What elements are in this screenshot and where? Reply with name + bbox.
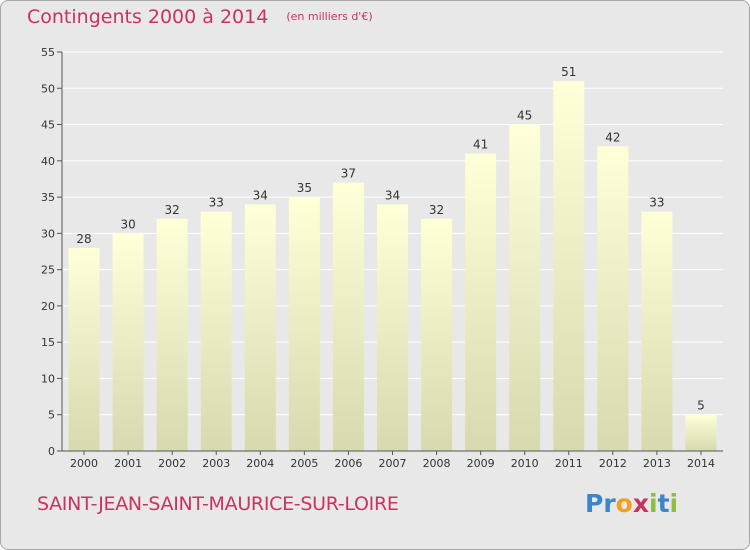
logo-letter: r xyxy=(603,489,616,518)
y-tick-label: 10 xyxy=(41,372,55,385)
x-tick-label: 2000 xyxy=(70,457,98,470)
data-label: 28 xyxy=(76,232,91,246)
data-label: 34 xyxy=(253,188,268,202)
x-tick-label: 2010 xyxy=(511,457,539,470)
y-tick-label: 55 xyxy=(41,46,55,59)
bar-2007[interactable] xyxy=(377,204,408,451)
y-tick-label: 35 xyxy=(41,191,55,204)
bar-2002[interactable] xyxy=(156,218,188,451)
x-tick-label: 2007 xyxy=(379,457,407,470)
y-tick-label: 50 xyxy=(41,82,55,95)
x-tick-label: 2011 xyxy=(555,457,583,470)
data-label: 51 xyxy=(561,65,576,79)
y-tick-label: 30 xyxy=(41,227,55,240)
bar-2004[interactable] xyxy=(244,204,276,451)
data-label: 30 xyxy=(120,217,135,231)
logo-letter: o xyxy=(615,489,633,518)
data-label: 37 xyxy=(341,167,356,181)
title-row: Contingents 2000 à 2014 (en milliers d'€… xyxy=(27,6,373,28)
data-label: 42 xyxy=(605,130,620,144)
data-label: 32 xyxy=(429,203,444,217)
data-label: 33 xyxy=(649,196,664,210)
bar-2001[interactable] xyxy=(112,233,144,451)
data-label: 41 xyxy=(473,138,488,152)
x-tick-label: 2012 xyxy=(599,457,627,470)
data-label: 33 xyxy=(209,196,224,210)
logo-letter: i xyxy=(669,489,679,518)
data-label: 34 xyxy=(385,188,400,202)
y-tick-label: 45 xyxy=(41,119,55,132)
x-tick-label: 2003 xyxy=(202,457,230,470)
data-label: 45 xyxy=(517,109,532,123)
bars xyxy=(68,81,717,452)
y-tick-label: 0 xyxy=(48,445,55,458)
x-tick-label: 2008 xyxy=(423,457,451,470)
bar-2009[interactable] xyxy=(465,153,497,451)
y-tick-label: 40 xyxy=(41,155,55,168)
y-tick-label: 15 xyxy=(41,336,55,349)
data-label: 35 xyxy=(297,181,312,195)
y-tick-label: 25 xyxy=(41,264,55,277)
chart-title: Contingents 2000 à 2014 xyxy=(27,6,269,28)
bar-2012[interactable] xyxy=(597,146,629,452)
x-tick-label: 2002 xyxy=(158,457,186,470)
bar-2008[interactable] xyxy=(421,218,453,451)
bar-2006[interactable] xyxy=(332,182,364,451)
bar-2000[interactable] xyxy=(68,247,100,451)
data-label: 5 xyxy=(697,399,705,413)
x-tick-label: 2009 xyxy=(467,457,495,470)
bar-2013[interactable] xyxy=(641,211,673,451)
x-tick-label: 2001 xyxy=(114,457,142,470)
bar-2003[interactable] xyxy=(200,211,232,451)
data-labels: 28 30 32 33 34 35 37 34 32 41 45 51 42 33 5 xyxy=(76,65,704,413)
logo-letter: i xyxy=(649,489,658,518)
logo-letter: x xyxy=(632,489,649,518)
x-tick-label: 2004 xyxy=(246,457,274,470)
bar-2014[interactable] xyxy=(685,414,717,451)
axes: 0 5 10 15 20 25 30 35 40 45 50 55 2000 2001 2002 2003 20… xyxy=(41,46,723,470)
y-tick-label: 20 xyxy=(41,300,55,313)
x-tick-label: 2005 xyxy=(290,457,318,470)
y-tick-label: 5 xyxy=(48,409,55,422)
x-tick-label: 2014 xyxy=(687,457,715,470)
place-name: SAINT-JEAN-SAINT-MAURICE-SUR-LOIRE xyxy=(37,493,399,515)
bar-2010[interactable] xyxy=(509,124,541,451)
logo-letter: t xyxy=(657,489,670,518)
x-tick-label: 2013 xyxy=(643,457,671,470)
data-label: 32 xyxy=(165,203,180,217)
bar-2005[interactable] xyxy=(288,197,320,451)
bar-2011[interactable] xyxy=(553,81,585,451)
x-tick-label: 2006 xyxy=(334,457,362,470)
chart-subtitle: (en milliers d'€) xyxy=(286,10,373,23)
proxiti-logo[interactable]: Proxiti xyxy=(585,489,678,518)
logo-letter: P xyxy=(585,489,604,518)
